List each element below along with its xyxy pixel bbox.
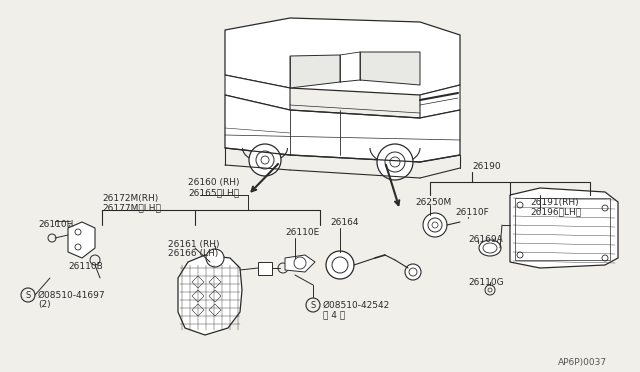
Bar — [515, 198, 610, 260]
Text: 26110G: 26110G — [468, 278, 504, 287]
Text: 26169A: 26169A — [468, 235, 503, 244]
Text: 26161 (RH): 26161 (RH) — [168, 240, 220, 249]
Polygon shape — [68, 222, 95, 258]
Text: 26110H: 26110H — [38, 220, 74, 229]
Text: 26166 (LH): 26166 (LH) — [168, 249, 218, 258]
Circle shape — [423, 213, 447, 237]
Text: (2): (2) — [38, 300, 51, 309]
Circle shape — [405, 264, 421, 280]
Polygon shape — [225, 95, 460, 162]
Text: 26196〈LH〉: 26196〈LH〉 — [530, 207, 581, 216]
Ellipse shape — [479, 240, 501, 256]
Circle shape — [249, 144, 281, 176]
Text: 26172M(RH): 26172M(RH) — [102, 194, 158, 203]
Circle shape — [377, 144, 413, 180]
Text: 26190: 26190 — [472, 162, 500, 171]
Circle shape — [206, 249, 224, 267]
Text: Ø08510-42542: Ø08510-42542 — [323, 301, 390, 310]
Text: AP6P)0037: AP6P)0037 — [558, 358, 607, 367]
Text: 26110E: 26110E — [285, 228, 319, 237]
Text: Ø08510-41697: Ø08510-41697 — [38, 291, 106, 300]
Polygon shape — [258, 262, 272, 275]
Polygon shape — [420, 85, 460, 118]
Text: 26110F: 26110F — [455, 208, 489, 217]
Ellipse shape — [483, 243, 497, 253]
Text: 26164: 26164 — [330, 218, 358, 227]
Text: 26250M: 26250M — [415, 198, 451, 207]
Text: 〈 4 〉: 〈 4 〉 — [323, 310, 345, 319]
Polygon shape — [285, 255, 315, 272]
Text: S: S — [310, 301, 316, 310]
Text: 26160 (RH): 26160 (RH) — [188, 178, 239, 187]
Text: 26177M〈LH〉: 26177M〈LH〉 — [102, 203, 161, 212]
Polygon shape — [225, 18, 460, 95]
Text: 26191(RH): 26191(RH) — [530, 198, 579, 207]
Text: 26110B: 26110B — [68, 262, 103, 271]
Polygon shape — [225, 75, 290, 110]
Circle shape — [326, 251, 354, 279]
Polygon shape — [178, 255, 242, 335]
Polygon shape — [360, 52, 420, 85]
Text: S: S — [26, 291, 31, 299]
Text: 26165〈LH〉: 26165〈LH〉 — [188, 188, 239, 197]
Polygon shape — [290, 55, 340, 88]
Polygon shape — [510, 188, 618, 268]
